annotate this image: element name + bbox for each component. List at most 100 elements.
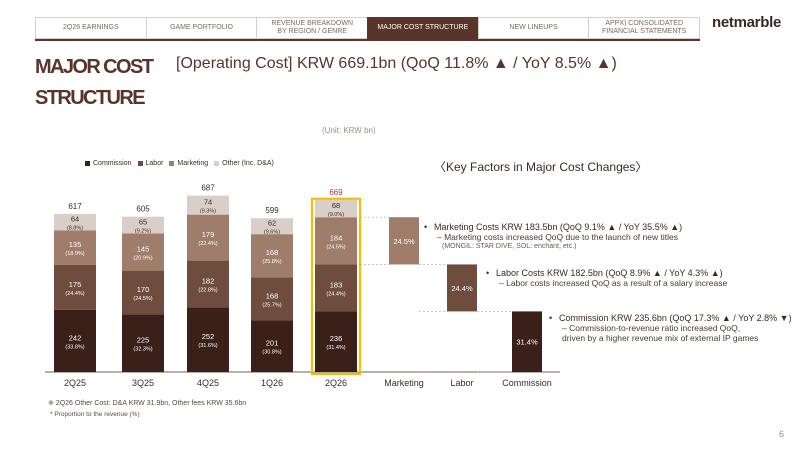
x-tick-label: Labor [450, 378, 473, 388]
bar-share-label: (32.3%) [133, 347, 152, 353]
breakdown-share-label: 31.4% [516, 338, 538, 347]
annotation-commission-detail: – Commission-to-revenue ratio increased … [562, 323, 759, 343]
legend-item-labor: Labor [137, 160, 164, 167]
bullet-icon: • [424, 222, 428, 232]
bar-total-label: 669 [329, 188, 343, 197]
operating-cost-headline: [Operating Cost] KRW 669.1bn (QoQ 11.8% … [176, 55, 617, 72]
page-number: 6 [779, 429, 785, 439]
bar-other-4q25 [187, 195, 229, 215]
bar-commission-3q25 [122, 314, 164, 372]
section-nav: 2Q26 EARNINGS GAME PORTFOLIO REVENUE BRE… [35, 17, 701, 39]
bar-marketing-3q25 [122, 233, 164, 271]
annotation-marketing-head: Marketing Costs KRW 183.5bn (QoQ 9.1% ▲ … [434, 222, 683, 232]
x-tick-label: 2Q26 [325, 378, 347, 388]
annotation-commission-head: Commission KRW 235.6bn (QoQ 17.3% ▲ / Yo… [559, 313, 792, 323]
tab-revenue-breakdown[interactable]: REVENUE BREAKDOWN BY REGION / GENRE [256, 17, 368, 39]
bar-commission-1q26 [251, 320, 293, 372]
bar-total-label: 617 [68, 202, 82, 211]
bar-share-label: (25.7%) [262, 302, 281, 308]
footnote-other-cost: ※ 2Q26 Other Cost: D&A KRW 31.9bn, Other… [48, 400, 247, 407]
legend-swatch-other [214, 161, 220, 166]
bar-share-label: (30.8%) [262, 350, 281, 356]
breakdown-bar-labor [447, 264, 477, 312]
bar-labor-4q25 [187, 260, 229, 308]
bar-total-label: 687 [201, 184, 215, 193]
bar-share-label: (31.4%) [326, 345, 345, 351]
bar-marketing-2q25 [54, 230, 96, 265]
bar-value-label: 183 [330, 280, 343, 289]
bar-marketing-2q26 [315, 217, 357, 265]
x-tick-label: Commission [502, 378, 552, 388]
page-title: MAJOR COST STRUCTURE [35, 56, 154, 109]
bar-marketing-1q26 [251, 234, 293, 278]
chart-legend: Commission Labor Marketing Other (Inc. D… [85, 160, 274, 167]
bar-share-label: (24.5%) [133, 296, 152, 302]
bar-other-2q26 [315, 199, 357, 218]
bar-value-label: 64 [71, 215, 79, 224]
bar-labor-2q25 [54, 264, 96, 310]
bar-share-label: (33.8%) [65, 344, 84, 350]
nav-divider [35, 39, 700, 41]
annotation-labor-head: Labor Costs KRW 182.5bn (QoQ 8.9% ▲ / Yo… [496, 268, 723, 278]
bar-share-label: (24.4%) [65, 291, 84, 297]
bar-value-label: 175 [69, 280, 82, 289]
bar-value-label: 252 [202, 332, 215, 341]
legend-item-commission: Commission [85, 160, 132, 167]
bar-other-1q26 [251, 218, 293, 235]
x-tick-label: 4Q25 [197, 378, 219, 388]
annotation-labor: • Labor Costs KRW 182.5bn (QoQ 8.9% ▲ / Y… [486, 268, 727, 288]
bar-value-label: 145 [137, 244, 150, 253]
legend-item-marketing: Marketing [169, 160, 208, 167]
annotation-marketing: • Marketing Costs KRW 183.5bn (QoQ 9.1% ▲… [424, 222, 682, 252]
bar-share-label: (31.6%) [198, 343, 217, 349]
bar-value-label: 184 [330, 233, 343, 242]
bar-value-label: 168 [266, 291, 279, 300]
bar-share-label: (22.8%) [198, 287, 217, 293]
annotation-marketing-note: (MONGIL: STAR DIVE, SOL: enchant, etc.) [442, 243, 577, 250]
bar-share-label: (8.8%) [67, 226, 83, 232]
bar-value-label: 62 [268, 219, 276, 228]
bar-other-2q25 [54, 213, 96, 231]
tab-new-lineups[interactable]: NEW LINEUPS [477, 17, 589, 39]
bar-commission-4q25 [187, 307, 229, 372]
x-tick-label: 2Q25 [64, 378, 86, 388]
bar-value-label: 182 [202, 276, 215, 285]
legend-label-labor: Labor [145, 160, 164, 167]
bar-labor-3q25 [122, 270, 164, 315]
x-tick-label: 3Q25 [132, 378, 154, 388]
bar-value-label: 168 [266, 248, 279, 257]
legend-swatch-marketing [169, 161, 175, 166]
x-tick-label: 1Q26 [261, 378, 283, 388]
tab-major-cost-structure[interactable]: MAJOR COST STRUCTURE [367, 17, 478, 39]
breakdown-share-label: 24.4% [451, 284, 473, 293]
bar-share-label: (24.5%) [326, 244, 345, 250]
x-tick-label: Marketing [384, 378, 424, 388]
bar-total-label: 605 [136, 205, 150, 214]
bar-value-label: 201 [266, 339, 279, 348]
bar-value-label: 225 [137, 336, 150, 345]
key-factors-title: 〈Key Factors in Major Cost Changes〉 [434, 160, 648, 174]
legend-swatch-labor [137, 161, 143, 166]
bullet-icon: • [486, 268, 490, 278]
bar-marketing-4q25 [187, 214, 229, 261]
tab-consolidated-statements[interactable]: APPX) CONSOLIDATED FINANCIAL STATEMENTS [588, 17, 701, 39]
breakdown-share-label: 24.5% [393, 237, 415, 246]
tab-2q26-earnings[interactable]: 2Q26 EARNINGS [35, 17, 146, 39]
legend-label-marketing: Marketing [177, 160, 209, 167]
annotation-commission: • Commission KRW 235.6bn (QoQ 17.3% ▲ / Y… [549, 313, 792, 343]
bar-value-label: 68 [332, 201, 340, 210]
bar-commission-2q25 [54, 309, 96, 372]
bar-share-label: (24.4%) [326, 291, 345, 297]
bar-total-label: 599 [265, 206, 279, 215]
bar-share-label: (18.9%) [65, 251, 84, 257]
tab-game-portfolio[interactable]: GAME PORTFOLIO [145, 17, 257, 39]
bar-labor-1q26 [251, 277, 293, 321]
bar-share-label: (25.8%) [262, 259, 281, 265]
legend-label-commission: Commission [93, 160, 132, 167]
bar-commission-2q26 [315, 311, 357, 372]
bar-value-label: 74 [204, 198, 212, 207]
bar-value-label: 170 [137, 285, 150, 294]
bar-share-label: (9.0%) [328, 212, 344, 218]
bar-share-label: (9.2%) [135, 229, 151, 235]
